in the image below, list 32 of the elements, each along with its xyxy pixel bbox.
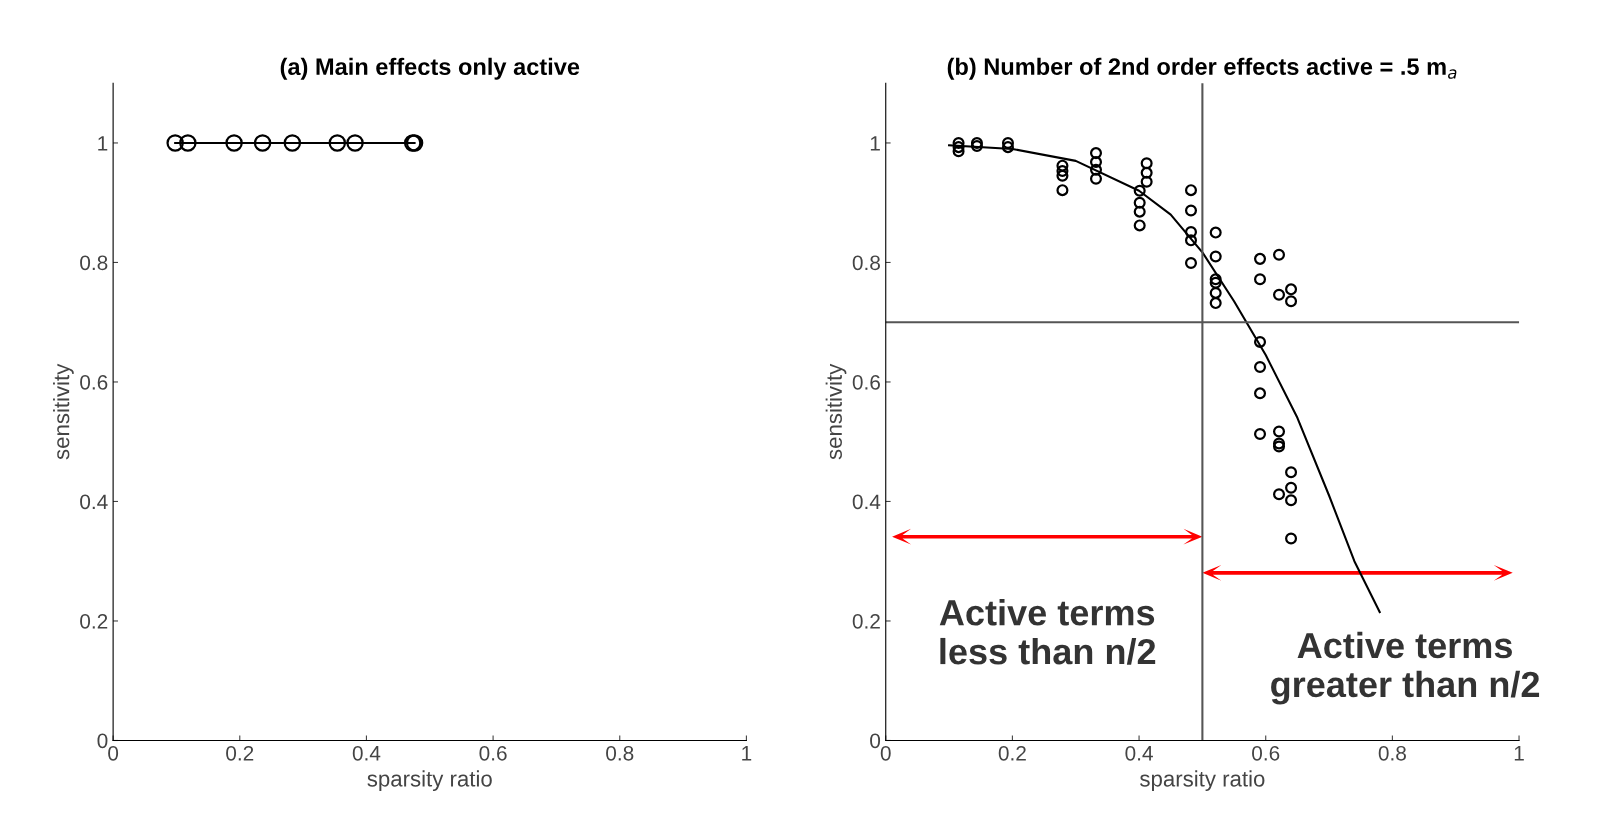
x-tick-label: 0.6 [1252,745,1280,761]
x-tick-label: 0.4 [1125,745,1153,761]
y-tick-label: 0.4 [80,494,108,510]
y-tick-label: 0.2 [852,613,880,629]
x-tick-label: 1 [742,746,752,761]
annotation: Active terms greater than n/2 [1271,631,1540,705]
x-tick-label: 0.6 [479,745,507,761]
x-tick-label: 0.8 [1378,745,1406,761]
y-tick-label: 1 [98,136,108,151]
x-tick-label: 0.8 [606,745,634,761]
y-tick-label: 0.4 [852,494,881,510]
y-tick-label: 0 [97,733,108,749]
x-tick-label: 0 [880,745,891,761]
x-tick-label: 1 [1514,746,1524,761]
y-tick-label: 0.6 [80,374,108,390]
y-tick-label: 0.2 [80,613,108,629]
chart-title: (b) Number of 2nd order effects active = .5 m$_{a}$ [947,57,1457,80]
y-tick-label: 0.8 [852,255,880,271]
chart-title: (a) Main effects only active [280,57,580,80]
y-axis-title: sensitivity [825,363,847,460]
y-tick-label: 0 [870,733,881,749]
x-axis-title: sparsity ratio [367,770,492,792]
annotation: Active terms less than n/2 [939,599,1156,665]
y-tick-label: 0.6 [852,374,880,390]
y-tick-label: 1 [870,136,880,151]
x-axis-title: sparsity ratio [1140,770,1265,792]
y-axis-title: sensitivity [53,363,74,460]
x-tick-label: 0.4 [352,745,381,761]
x-tick-label: 0 [108,745,119,761]
x-tick-label: 0.2 [998,745,1026,761]
y-tick-label: 0.8 [80,255,108,271]
x-tick-label: 0.2 [226,745,254,761]
